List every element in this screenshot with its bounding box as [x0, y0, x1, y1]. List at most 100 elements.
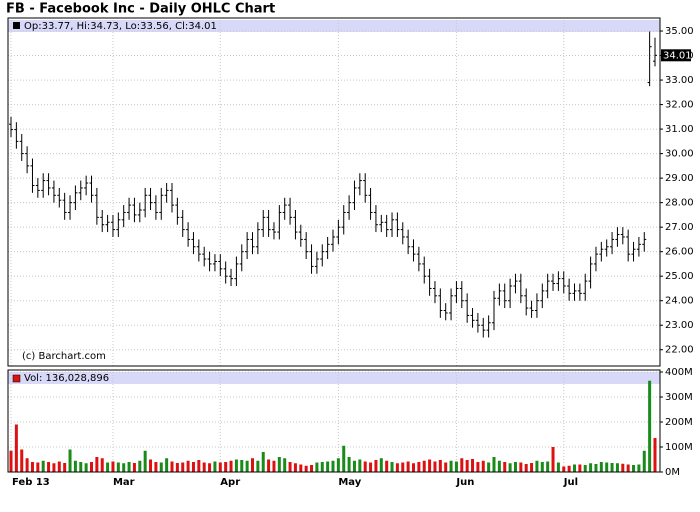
volume-bar — [508, 463, 512, 472]
y2-tick-label: 200M — [665, 417, 693, 428]
volume-bar — [406, 461, 410, 472]
volume-bar — [336, 458, 340, 472]
volume-bar — [267, 459, 271, 472]
y-tick-label: 30.00 — [665, 149, 694, 160]
volume-bar — [476, 462, 480, 472]
volume-bar — [261, 452, 265, 472]
volume-bar — [25, 458, 29, 472]
chart-title: FB - Facebook Inc - Daily OHLC Chart — [6, 2, 275, 17]
volume-bar — [30, 462, 34, 472]
volume-bar — [154, 462, 158, 472]
volume-bar — [481, 460, 485, 472]
volume-bar — [186, 460, 190, 472]
y-tick-label: 32.00 — [665, 100, 694, 111]
volume-bar — [358, 459, 362, 472]
volume-bar — [454, 461, 458, 472]
volume-bar — [132, 463, 136, 472]
volume-bar — [422, 460, 426, 472]
volume-bar — [310, 465, 314, 472]
volume-bar — [546, 461, 550, 472]
volume-bar — [106, 462, 110, 472]
watermark: (c) Barchart.com — [22, 351, 106, 362]
y-tick-label: 22.00 — [665, 345, 694, 356]
y2-tick-label: 400M — [665, 367, 693, 378]
volume-bar — [68, 449, 72, 472]
volume-bar — [583, 465, 587, 472]
volume-bar — [331, 460, 335, 472]
volume-bar — [438, 460, 442, 472]
volume-bar — [224, 462, 228, 472]
volume-bar — [605, 462, 609, 472]
volume-bar — [540, 462, 544, 472]
volume-bar — [251, 458, 254, 472]
volume-bar — [245, 460, 249, 472]
volume-bar — [36, 462, 40, 472]
volume-bar — [41, 460, 45, 472]
volume-bar — [401, 462, 405, 472]
volume-bar — [417, 462, 421, 472]
volume-bar — [492, 457, 496, 472]
volume-bar — [444, 462, 448, 472]
volume-bar — [648, 380, 652, 472]
volume-bar — [95, 457, 99, 472]
volume-bar — [272, 460, 276, 472]
volume-bar — [234, 459, 238, 472]
volume-bar — [20, 449, 24, 472]
volume-bar — [63, 463, 67, 472]
volume-bar — [589, 463, 593, 472]
volume-bar — [390, 462, 394, 472]
price-header: Op:33.77, Hi:34.73, Lo:33.56, Cl:34.01 — [24, 21, 217, 32]
x-tick-label: Mar — [113, 477, 135, 488]
volume-bar — [460, 458, 464, 472]
volume-bar — [369, 462, 373, 472]
volume-bar — [562, 466, 566, 472]
volume-bar — [229, 460, 233, 472]
volume-bar — [213, 461, 217, 472]
volume-bar — [84, 463, 88, 472]
volume-bar — [347, 457, 351, 472]
volume-bar — [487, 462, 491, 472]
price-header-icon — [13, 22, 20, 29]
x-tick-label: Jul — [563, 477, 578, 488]
volume-bar — [315, 462, 319, 472]
volume-bar — [465, 460, 469, 472]
volume-bar — [159, 462, 163, 472]
volume-bar — [632, 465, 636, 472]
volume-bar — [143, 450, 147, 472]
volume-bar — [513, 462, 517, 472]
y-tick-label: 33.00 — [665, 75, 694, 86]
volume-bar — [175, 463, 179, 472]
price-header-band — [8, 20, 660, 32]
volume-bar — [240, 460, 244, 472]
volume-bar — [197, 460, 201, 472]
volume-bar — [342, 445, 346, 472]
volume-bar — [57, 461, 61, 472]
volume-bar — [208, 463, 212, 472]
volume-bar — [191, 462, 195, 472]
x-tick-label: Jun — [455, 477, 474, 488]
volume-bar — [320, 462, 324, 472]
volume-bar — [551, 447, 555, 472]
x-tick-label: May — [338, 477, 361, 488]
volume-bar — [626, 464, 630, 472]
volume-bar — [412, 463, 415, 472]
volume-bar — [653, 437, 657, 472]
volume-bar — [202, 462, 206, 472]
x-tick-label: Apr — [220, 477, 240, 488]
volume-bar — [615, 463, 619, 472]
y-tick-label: 26.00 — [665, 247, 694, 258]
volume-bar — [122, 463, 126, 472]
volume-bar — [256, 460, 260, 472]
volume-bar — [556, 462, 560, 472]
volume-bar — [637, 464, 641, 472]
volume-bar — [170, 461, 174, 472]
volume-bar — [535, 460, 539, 472]
volume-bar — [73, 460, 77, 472]
y-tick-label: 27.00 — [665, 222, 694, 233]
volume-bar — [149, 459, 153, 472]
volume-bar — [642, 450, 646, 472]
volume-bar — [599, 462, 603, 472]
y-tick-label: 25.00 — [665, 271, 694, 282]
y-tick-label: 29.00 — [665, 173, 694, 184]
